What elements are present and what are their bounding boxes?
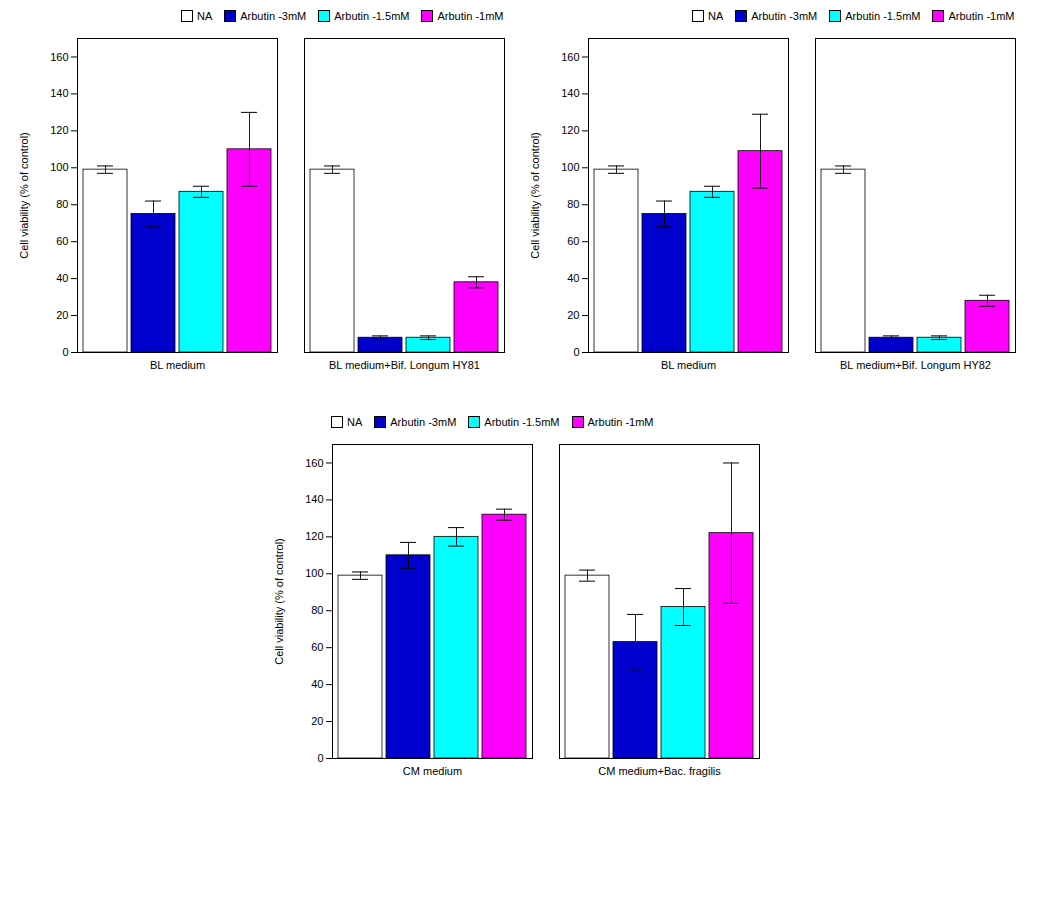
html-text:Arbutin -1mM: Arbutin -1mM [437, 10, 504, 22]
svg-text:60: 60 [567, 235, 579, 247]
svg-text:80: 80 [56, 198, 68, 210]
svg-text:140: 140 [305, 493, 323, 505]
svg-text:BL medium: BL medium [149, 359, 204, 371]
html-text:Arbutin -1.5mM: Arbutin -1.5mM [484, 416, 560, 428]
svg-text:20: 20 [56, 309, 68, 321]
html-text:Arbutin -1.5mM: Arbutin -1.5mM [845, 10, 921, 22]
svg-text:120: 120 [305, 530, 323, 542]
svg-text:BL medium: BL medium [660, 359, 715, 371]
html-text:NA: NA [197, 10, 213, 22]
html-text:Arbutin -1mM: Arbutin -1mM [587, 416, 654, 428]
svg-text:CM medium+Bac. fragilis: CM medium+Bac. fragilis [598, 765, 721, 777]
svg-text:Cell viability (% of control): Cell viability (% of control) [18, 132, 30, 259]
html-text:Arbutin -1mM: Arbutin -1mM [948, 10, 1015, 22]
svg-text:Cell viability (% of control): Cell viability (% of control) [273, 538, 285, 665]
svg-text:140: 140 [50, 87, 68, 99]
svg-text:120: 120 [50, 124, 68, 136]
svg-text:80: 80 [311, 604, 323, 616]
svg-text:100: 100 [50, 161, 68, 173]
svg-text:160: 160 [50, 50, 68, 62]
svg-text:40: 40 [56, 272, 68, 284]
svg-text:20: 20 [567, 309, 579, 321]
html-text:NA: NA [347, 416, 363, 428]
svg-text:0: 0 [573, 346, 579, 358]
svg-text:0: 0 [317, 752, 323, 764]
html-text:Arbutin -3mM: Arbutin -3mM [751, 10, 818, 22]
svg-text:40: 40 [567, 272, 579, 284]
html-text:Arbutin -1.5mM: Arbutin -1.5mM [334, 10, 410, 22]
svg-text:100: 100 [305, 567, 323, 579]
html-text:Arbutin -3mM: Arbutin -3mM [240, 10, 307, 22]
svg-text:Cell viability (% of control): Cell viability (% of control) [529, 132, 541, 259]
svg-text:0: 0 [62, 346, 68, 358]
svg-text:20: 20 [311, 715, 323, 727]
svg-text:BL medium+Bif. Longum HY81: BL medium+Bif. Longum HY81 [329, 359, 480, 371]
svg-text:BL medium+Bif. Longum HY82: BL medium+Bif. Longum HY82 [840, 359, 991, 371]
svg-text:60: 60 [311, 641, 323, 653]
svg-text:40: 40 [311, 678, 323, 690]
svg-text:120: 120 [561, 124, 579, 136]
svg-text:CM medium: CM medium [403, 765, 462, 777]
svg-text:100: 100 [561, 161, 579, 173]
svg-text:80: 80 [567, 198, 579, 210]
svg-text:60: 60 [56, 235, 68, 247]
svg-text:140: 140 [561, 87, 579, 99]
html-text:NA: NA [708, 10, 724, 22]
html-text:Arbutin -3mM: Arbutin -3mM [390, 416, 457, 428]
svg-text:160: 160 [305, 456, 323, 468]
svg-text:160: 160 [561, 50, 579, 62]
